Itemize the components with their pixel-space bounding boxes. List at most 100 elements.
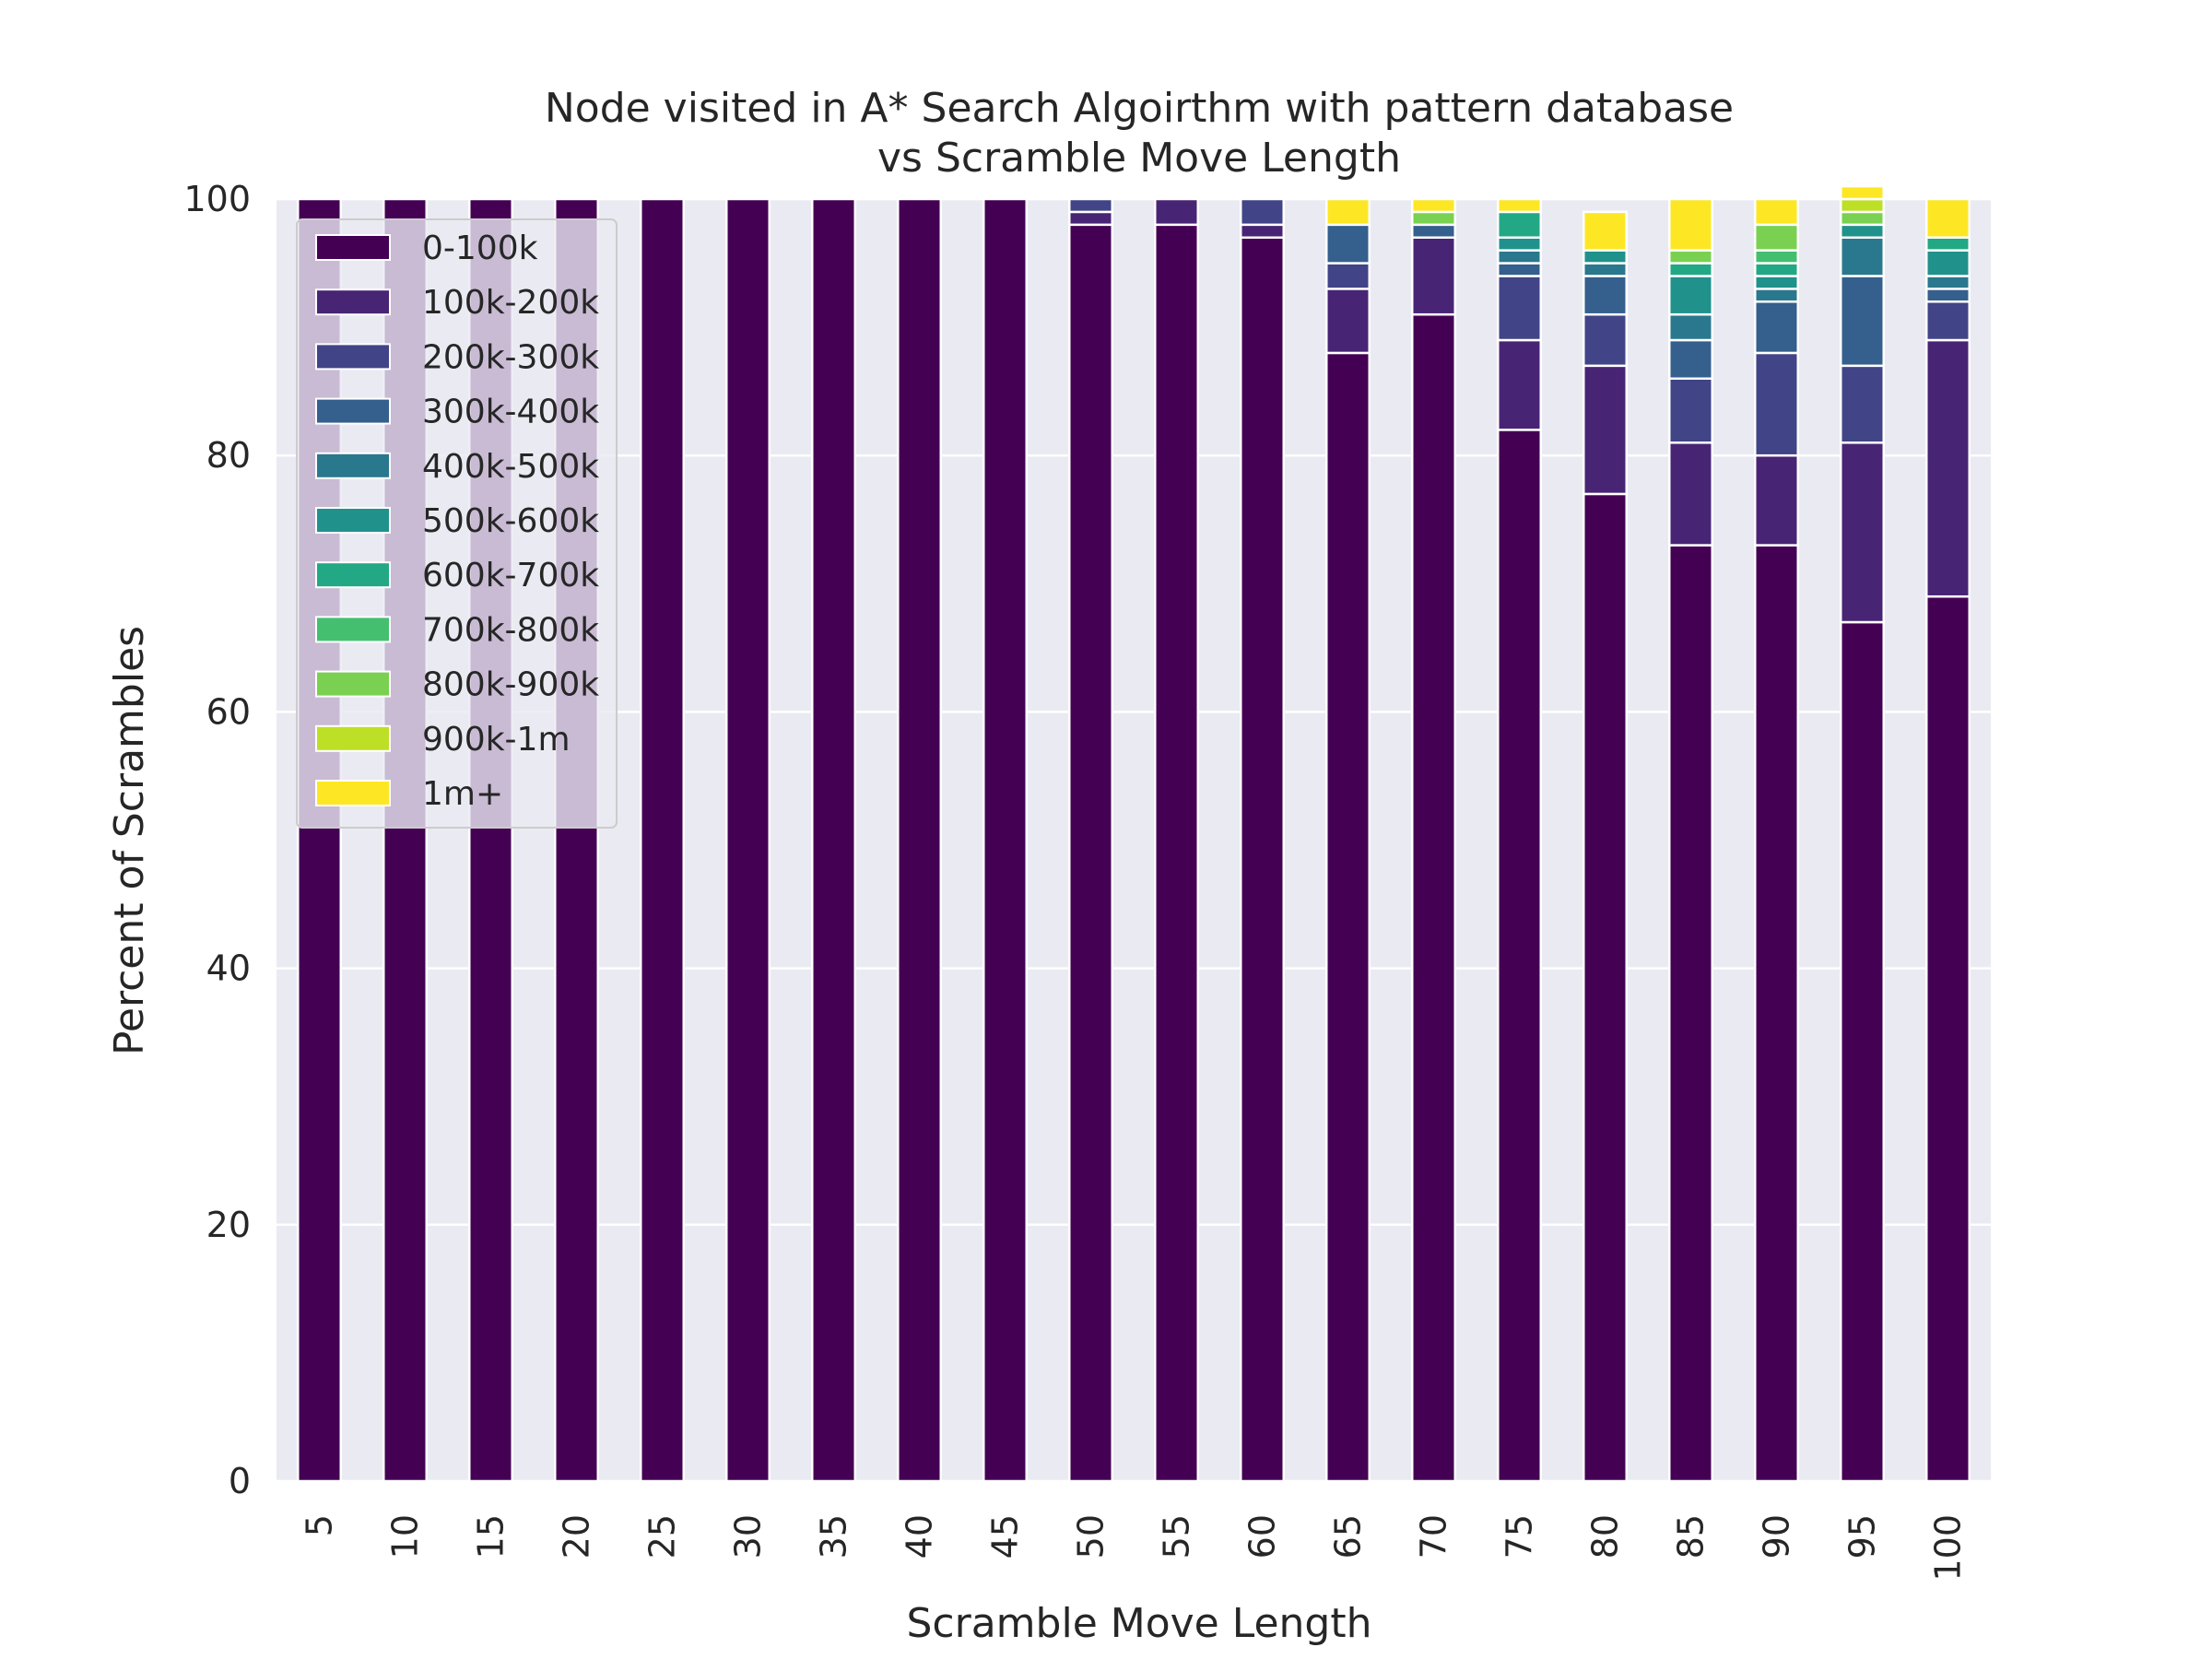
legend-label: 800k-900k	[422, 666, 599, 704]
bar-segment-300k-400k	[1497, 262, 1542, 277]
bar-segment-400k-500k	[1925, 275, 1971, 290]
bar-segment-100k-200k	[1754, 453, 1799, 547]
bar-segment-1m-	[1840, 184, 1885, 201]
y-tick-label: 100	[183, 179, 251, 219]
bar-segment-300k-400k	[1411, 223, 1456, 239]
x-tick-label: 25	[642, 1514, 683, 1559]
y-tick-label: 80	[206, 435, 251, 476]
legend-swatch	[315, 724, 391, 752]
bar-segment-100k-200k	[1068, 210, 1113, 227]
x-tick-label: 80	[1585, 1514, 1626, 1559]
chart-subtitle: vs Scramble Move Length	[877, 135, 1401, 182]
bar-segment-100k-200k	[1154, 197, 1199, 227]
legend-label: 700k-800k	[422, 611, 599, 649]
y-tick-label: 40	[206, 948, 251, 989]
x-tick-label: 15	[471, 1514, 512, 1559]
legend-label: 500k-600k	[422, 502, 599, 540]
bar-segment-200k-300k	[1583, 312, 1628, 368]
bar-segment-0-100k	[1068, 223, 1113, 1483]
legend-label: 300k-400k	[422, 394, 599, 431]
bar-segment-200k-300k	[1754, 351, 1799, 457]
bar-segment-0-100k	[1325, 351, 1371, 1483]
legend-swatch	[315, 343, 391, 371]
y-tick-labels: 0 20 40 60 80 100	[183, 179, 251, 1501]
x-tick-label: 90	[1757, 1514, 1797, 1559]
bar-segment-200k-300k	[1497, 275, 1542, 342]
x-tick-label: 60	[1242, 1514, 1283, 1559]
x-tick-label: 30	[728, 1514, 769, 1559]
x-tick-label: 85	[1671, 1514, 1712, 1559]
x-tick-label: 20	[557, 1514, 597, 1559]
x-tick-label: 40	[900, 1514, 940, 1559]
bar-segment-600k-700k	[1754, 262, 1799, 277]
legend-swatch	[315, 234, 391, 261]
bar-segment-600k-700k	[1925, 236, 1971, 252]
x-axis-label: Scramble Move Length	[907, 1600, 1372, 1647]
legend-label: 900k-1m	[422, 721, 571, 759]
bar-segment-200k-300k	[1925, 300, 1971, 342]
bar-segment-0-100k	[725, 197, 771, 1483]
legend: 0-100k 100k-200k 200k-300k 300k-400k 400k-50…	[296, 218, 618, 829]
bar-segment-300k-400k	[1840, 275, 1885, 368]
legend-label: 0-100k	[422, 229, 538, 267]
bar-segment-1m-	[1668, 197, 1713, 252]
x-tick-label: 5	[300, 1514, 340, 1536]
x-tick-label: 45	[985, 1514, 1026, 1559]
bar-segment-400k-500k	[1840, 236, 1885, 277]
bar-segment-900k-1m	[1840, 197, 1885, 214]
legend-label: 600k-700k	[422, 557, 599, 594]
bar-segment-0-100k	[1840, 620, 1885, 1483]
x-tick-label: 100	[1928, 1514, 1969, 1582]
bar-segment-400k-500k	[1583, 262, 1628, 277]
bar-segment-100k-200k	[1497, 338, 1542, 431]
bar-segment-0-100k	[1240, 236, 1285, 1483]
bar-segment-1m-	[1411, 197, 1456, 214]
bar-segment-0-100k	[1583, 492, 1628, 1483]
bar-segment-200k-300k	[1325, 262, 1371, 290]
bar-segment-600k-700k	[1497, 210, 1542, 239]
legend-items: 0-100k 100k-200k 200k-300k 300k-400k 400k-50…	[315, 229, 599, 813]
bar-segment-500k-600k	[1754, 275, 1799, 290]
x-tick-label: 95	[1842, 1514, 1883, 1559]
legend-swatch	[315, 452, 391, 479]
bar-segment-0-100k	[640, 197, 685, 1483]
bar-segment-200k-300k	[1240, 197, 1285, 227]
bar-segment-300k-400k	[1583, 275, 1628, 316]
bar-segment-200k-300k	[1840, 364, 1885, 444]
bar-segment-0-100k	[811, 197, 856, 1483]
bar-segment-300k-400k	[1668, 338, 1713, 380]
bar-segment-300k-400k	[1754, 300, 1799, 355]
bar-segment-0-100k	[1154, 223, 1199, 1483]
y-tick-label: 0	[229, 1461, 251, 1501]
x-tick-label: 35	[814, 1514, 854, 1559]
bar-segment-500k-600k	[1497, 236, 1542, 252]
bar-segment-400k-500k	[1668, 312, 1713, 342]
bar-segment-100k-200k	[1925, 338, 1971, 598]
bar-segment-500k-600k	[1668, 275, 1713, 316]
legend-label: 200k-300k	[422, 338, 599, 376]
bar-segment-0-100k	[1925, 594, 1971, 1483]
y-tick-label: 60	[206, 691, 251, 732]
y-tick-label: 20	[206, 1205, 251, 1245]
legend-label: 100k-200k	[422, 284, 599, 322]
bar-segment-300k-400k	[1925, 288, 1971, 303]
legend-swatch	[315, 397, 391, 425]
legend-label: 1m+	[422, 775, 503, 813]
bar-segment-0-100k	[1411, 312, 1456, 1483]
chart-title: Node visited in A* Search Algoirthm with…	[545, 85, 1734, 132]
bar-segment-700k-800k	[1754, 249, 1799, 265]
legend-label: 400k-500k	[422, 448, 599, 486]
bar-segment-400k-500k	[1497, 249, 1542, 265]
bar-segment-1m-	[1754, 197, 1799, 227]
bar-segment-500k-600k	[1840, 223, 1885, 239]
bar-segment-500k-600k	[1925, 249, 1971, 277]
bar-segment-200k-300k	[1068, 197, 1113, 214]
bar-segment-0-100k	[1497, 429, 1542, 1483]
y-axis-label: Percent of Scrambles	[106, 626, 153, 1055]
x-tick-label: 50	[1071, 1514, 1112, 1559]
bar-segment-1m-	[1497, 197, 1542, 214]
bar-segment-0-100k	[1754, 544, 1799, 1483]
x-tick-label: 65	[1328, 1514, 1369, 1559]
bar-segment-0-100k	[982, 197, 1028, 1483]
bar-segment-100k-200k	[1583, 364, 1628, 496]
